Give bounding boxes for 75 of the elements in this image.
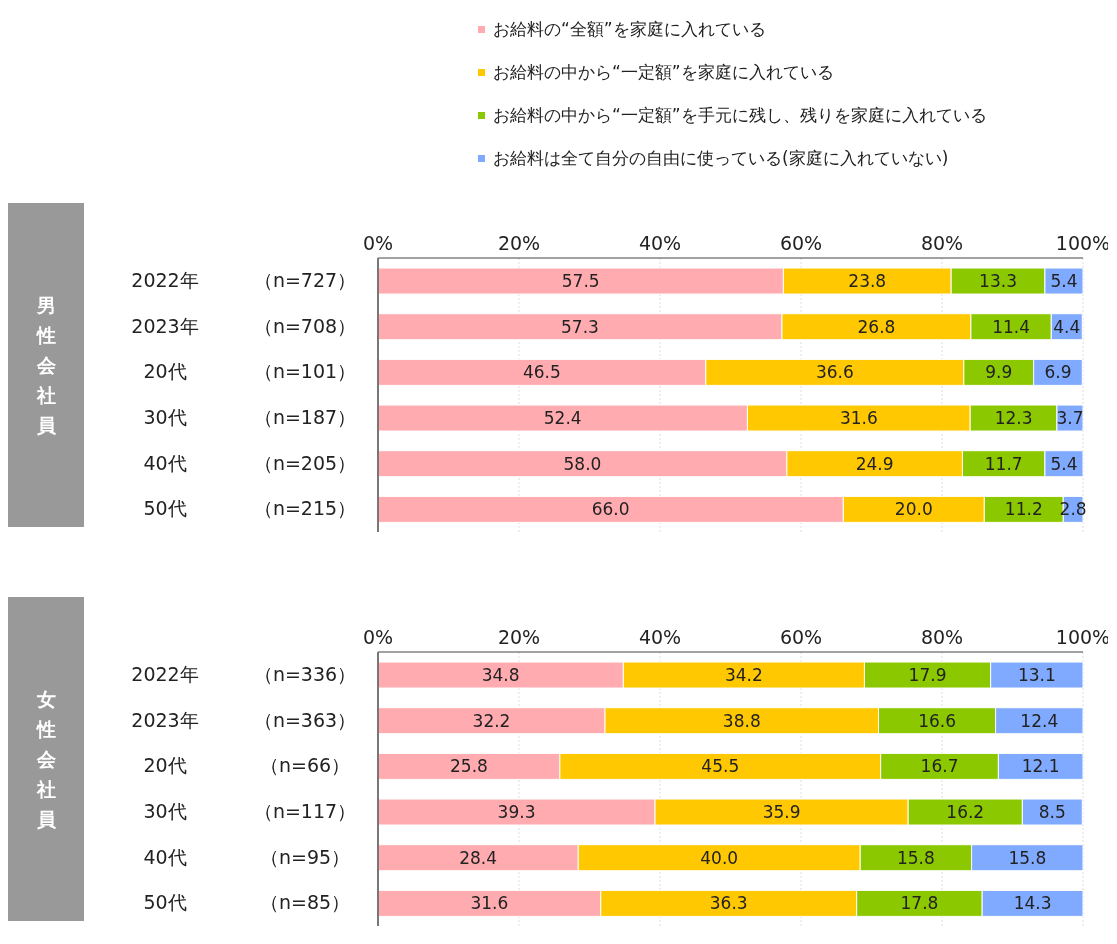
data-label: 58.0 xyxy=(563,453,602,474)
category-label: 20代 （n=101） xyxy=(143,360,357,383)
data-label: 13.3 xyxy=(979,271,1017,292)
data-label: 15.8 xyxy=(896,847,935,868)
category-label: 30代 （n=117） xyxy=(143,799,357,822)
data-label: 36.3 xyxy=(709,893,748,914)
data-label: 11.4 xyxy=(992,316,1031,337)
x-tick-label: 20% xyxy=(497,626,541,648)
data-label: 15.8 xyxy=(1008,847,1047,868)
category-label: 2022年 （n=727） xyxy=(131,268,357,291)
data-label: 5.4 xyxy=(1050,453,1078,474)
data-label: 20.0 xyxy=(894,499,933,520)
legend-label: お給料の中から“一定額”を家庭に入れている xyxy=(493,61,834,84)
x-tick-label: 0% xyxy=(362,232,394,254)
data-label: 57.3 xyxy=(561,316,599,337)
x-tick-label: 20% xyxy=(497,232,541,254)
data-label: 28.4 xyxy=(459,847,498,868)
category-label: 40代 （n=205） xyxy=(143,451,357,474)
data-label: 4.4 xyxy=(1053,316,1081,337)
data-label: 16.6 xyxy=(918,710,956,731)
data-label: 40.0 xyxy=(700,847,739,868)
data-label: 57.5 xyxy=(561,271,600,292)
x-tick-label: 80% xyxy=(920,626,964,648)
legend-label: お給料の“全額”を家庭に入れている xyxy=(493,18,766,41)
x-tick-label: 40% xyxy=(638,232,682,254)
data-label: 16.2 xyxy=(946,802,985,823)
data-label: 11.7 xyxy=(984,453,1023,474)
category-label: 40代 （n=95） xyxy=(143,845,351,868)
data-label: 6.9 xyxy=(1044,362,1072,383)
x-tick-label: 60% xyxy=(779,626,823,648)
data-label: 14.3 xyxy=(1013,893,1052,914)
data-label: 12.1 xyxy=(1021,756,1060,777)
data-label: 16.7 xyxy=(920,756,959,777)
data-label: 38.8 xyxy=(722,710,761,731)
data-label: 12.3 xyxy=(994,408,1033,429)
data-label: 8.5 xyxy=(1038,802,1066,823)
data-label: 17.8 xyxy=(900,893,939,914)
data-label: 34.2 xyxy=(724,665,763,686)
data-label: 39.3 xyxy=(497,802,536,823)
data-label: 12.4 xyxy=(1020,710,1059,731)
data-label: 35.9 xyxy=(762,802,801,823)
category-label: 30代 （n=187） xyxy=(143,405,357,428)
data-label: 9.9 xyxy=(985,362,1013,383)
data-label: 13.1 xyxy=(1017,665,1056,686)
data-label: 5.4 xyxy=(1050,271,1078,292)
x-tick-label: 40% xyxy=(638,626,682,648)
legend-label: お給料の中から“一定額”を手元に残し、残りを家庭に入れている xyxy=(493,104,987,127)
category-label: 50代 （n=85） xyxy=(143,891,351,914)
data-label: 66.0 xyxy=(591,499,630,520)
x-tick-label: 60% xyxy=(779,232,823,254)
data-label: 46.5 xyxy=(522,362,561,383)
data-label: 3.7 xyxy=(1056,408,1084,429)
category-label: 2023年 （n=708） xyxy=(131,314,357,337)
data-label: 52.4 xyxy=(543,408,582,429)
data-label: 11.2 xyxy=(1004,499,1043,520)
category-label: 2023年 （n=363） xyxy=(131,708,357,731)
legend-label: お給料は全て自分の自由に使っている(家庭に入れていない) xyxy=(493,147,949,170)
y-axis-title: 女性会社員 xyxy=(36,687,56,832)
data-label: 45.5 xyxy=(701,756,740,777)
data-label: 17.9 xyxy=(908,665,947,686)
x-tick-label: 80% xyxy=(920,232,964,254)
category-label: 20代 （n=66） xyxy=(143,754,351,777)
data-label: 31.6 xyxy=(839,408,878,429)
data-label: 23.8 xyxy=(848,271,887,292)
category-label: 2022年 （n=336） xyxy=(131,662,357,685)
data-label: 26.8 xyxy=(857,316,896,337)
data-label: 36.6 xyxy=(815,362,854,383)
x-tick-label: 0% xyxy=(362,626,394,648)
data-label: 31.6 xyxy=(470,893,509,914)
y-axis-title: 男性会社員 xyxy=(36,293,56,438)
data-label: 25.8 xyxy=(450,756,488,777)
data-label: 34.8 xyxy=(481,665,520,686)
category-label: 50代 （n=215） xyxy=(143,497,357,520)
data-label: 32.2 xyxy=(472,710,511,731)
data-label: 24.9 xyxy=(855,453,894,474)
